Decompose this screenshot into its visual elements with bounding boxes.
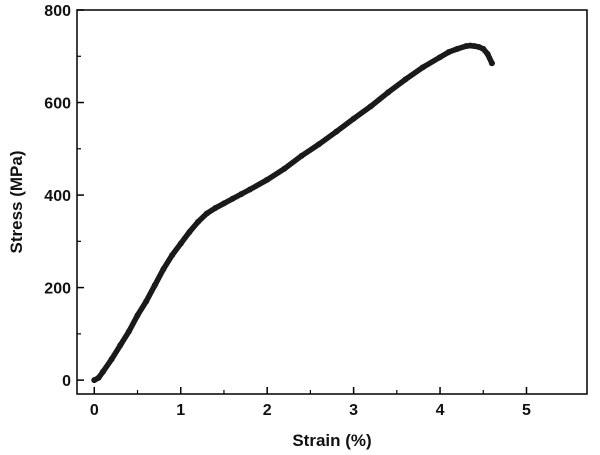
data-point [350,115,357,122]
y-tick-label-0: 0 [62,373,71,390]
data-point [454,45,461,52]
axis-ticks [77,9,528,394]
data-point [488,60,495,67]
data-point [281,165,288,172]
data-point [220,200,227,207]
data-point [264,176,271,183]
data-point [134,312,141,319]
data-point [99,368,106,375]
data-point [316,141,323,148]
data-point [108,356,115,363]
data-point [402,76,409,83]
data-point [95,374,102,381]
y-tick-label-2: 400 [44,188,71,205]
data-point [367,103,374,110]
series-line-0 [91,42,495,383]
data-point [143,298,150,305]
axis-tick-labels: 0 1 2 3 4 5 0 200 400 600 800 [44,3,531,419]
data-point [419,64,426,71]
y-tick-label-1: 200 [44,281,71,298]
data-point [151,282,158,289]
x-tick-label-0: 0 [90,402,99,419]
data-point [177,240,184,247]
data-point [437,54,444,61]
data-point [484,50,491,57]
x-tick-label-3: 3 [349,402,358,419]
data-point [160,266,167,273]
data-point [480,45,487,52]
data-point [238,191,245,198]
data-point [117,342,124,349]
plot-frame [76,9,588,395]
x-tick-label-1: 1 [176,402,185,419]
data-point [212,205,219,212]
x-tick-label-5: 5 [522,402,531,419]
x-tick-label-4: 4 [436,402,445,419]
data-point [203,210,210,217]
data-point [385,89,392,96]
data-point [195,218,202,225]
data-point [246,186,253,193]
data-point [298,152,305,159]
y-axis-title: Stress (MPa) [7,151,26,254]
data-point [229,195,236,202]
data-point [462,43,469,50]
data-point [467,42,474,49]
data-point [333,128,340,135]
x-tick-label-2: 2 [263,402,272,419]
x-axis-title: Strain (%) [292,431,371,450]
y-tick-label-3: 600 [44,96,71,113]
data-point [445,49,452,56]
data-point [125,328,132,335]
data-point [186,229,193,236]
data-point [169,252,176,259]
y-tick-label-4: 800 [44,3,71,20]
data-series [91,42,495,384]
